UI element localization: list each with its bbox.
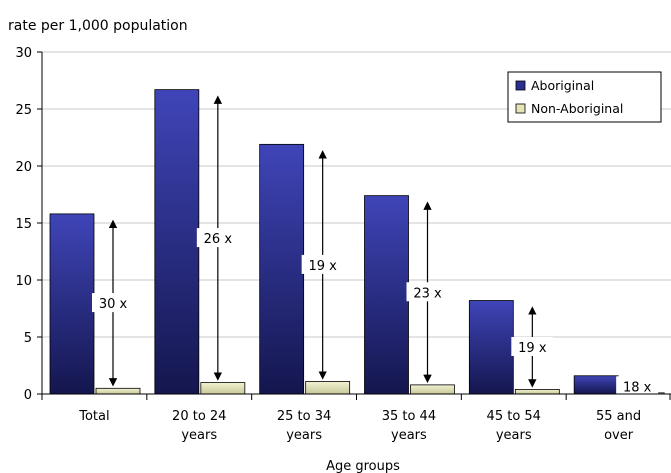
y-tick-label: 10 [15, 274, 32, 289]
bar-aboriginal [364, 195, 409, 395]
x-tick-label-line: 25 to 34 [277, 409, 331, 424]
ratio-label-bg [92, 293, 134, 313]
ratio-label: 18 x [623, 380, 652, 395]
legend-box [507, 71, 662, 123]
x-tick-label: 25 to 34 years [277, 409, 331, 443]
bars [49, 89, 665, 395]
bar-non-aboriginal [410, 384, 455, 395]
ratio-label: 19 x [308, 259, 337, 274]
bar-aboriginal [154, 89, 200, 395]
x-tick-label: 55 and over [596, 409, 641, 443]
y-tick-label: 15 [15, 217, 32, 232]
bar-non-aboriginal [95, 387, 141, 395]
x-axis-title: Age groups [326, 459, 400, 473]
x-tick-label-line: years [181, 428, 217, 443]
x-tick-label-line: over [604, 428, 634, 443]
ratio-label-bg [196, 228, 239, 248]
x-tick-label-line: years [286, 428, 322, 443]
x-tick-label: 20 to 24 years [172, 409, 226, 443]
bar-aboriginal [468, 300, 514, 395]
legend-label-aboriginal: Aboriginal [531, 78, 594, 93]
x-tick-label-line: 35 to 44 [382, 409, 436, 424]
x-tick-label: 35 to 44 years [382, 409, 436, 443]
legend-swatch-aboriginal [515, 80, 526, 91]
bar-aboriginal [573, 375, 619, 395]
y-axis-title: rate per 1,000 population [8, 18, 188, 34]
x-tick-label: Total [78, 409, 109, 424]
bar-non-aboriginal [514, 389, 560, 395]
x-axis: Total 20 to 24 years 25 to 34 years 35 to 44 y… [41, 393, 671, 443]
legend: Aboriginal Non-Aboriginal [507, 71, 662, 123]
ratio-annotations: 30 x 26 x 19 x 23 x 19 x 18 x [92, 95, 659, 396]
bar-non-aboriginal [200, 382, 246, 395]
y-tick-label: 25 [15, 103, 32, 118]
x-tick-label: 45 to 54 years [487, 409, 541, 443]
ratio-label-bg [616, 376, 659, 396]
ratio-label-bg [406, 282, 449, 302]
x-tick-label-line: Total [78, 409, 109, 424]
y-tick-label: 0 [24, 388, 32, 403]
y-tick-label: 5 [24, 331, 32, 346]
ratio-label: 26 x [204, 232, 233, 247]
ratio-label: 23 x [413, 286, 442, 301]
x-tick-label-line: 20 to 24 [172, 409, 226, 424]
legend-label-non-aboriginal: Non-Aboriginal [531, 101, 623, 116]
x-tick-label-line: years [496, 428, 532, 443]
y-tick-label: 20 [15, 160, 32, 175]
legend-swatch-non-aboriginal [515, 103, 526, 114]
x-tick-label-line: 55 and [596, 409, 641, 424]
bar-aboriginal [49, 213, 95, 395]
ratio-label-bg [511, 336, 554, 356]
bar-non-aboriginal [305, 381, 351, 395]
x-tick-label-line: 45 to 54 [487, 409, 541, 424]
ratio-label: 19 x [518, 341, 547, 356]
ratio-label: 30 x [99, 297, 128, 312]
ratio-label-bg [301, 254, 344, 274]
y-tick-label: 30 [15, 46, 32, 61]
x-tick-label-line: years [391, 428, 427, 443]
y-axis: 0 5 10 15 20 25 30 [15, 46, 43, 403]
bar-aboriginal [259, 143, 305, 395]
gridlines [42, 51, 671, 338]
